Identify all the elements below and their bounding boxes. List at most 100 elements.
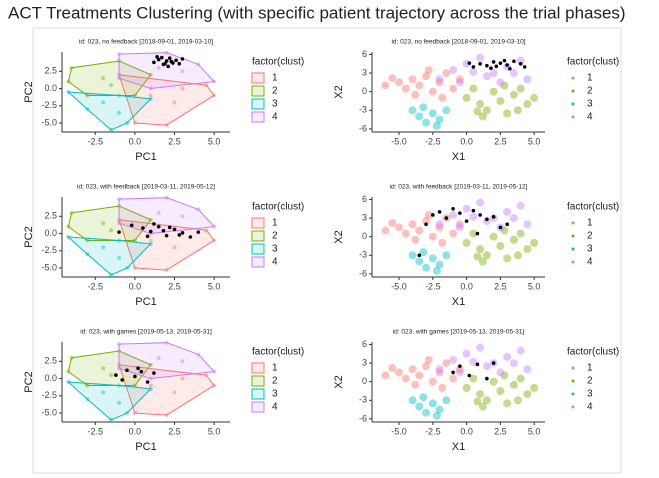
legend-key	[571, 392, 575, 396]
cluster-point	[496, 386, 505, 395]
cluster-point	[435, 260, 444, 269]
cluster-point	[449, 210, 458, 219]
cluster-point	[428, 254, 437, 263]
patient-point	[136, 366, 140, 371]
legend-title: factor(clust)	[252, 202, 304, 213]
cluster-point	[66, 90, 71, 94]
cluster-point	[109, 228, 114, 233]
cluster-point	[180, 376, 185, 381]
x-tick-label: 5.0	[528, 281, 541, 291]
patient-point	[145, 234, 150, 239]
legend-label: 2	[587, 86, 593, 97]
cluster-hull	[67, 205, 152, 241]
cluster-point	[442, 251, 451, 260]
cluster-point	[503, 254, 512, 263]
patient-point	[133, 374, 137, 379]
x-axis-label: PC1	[135, 441, 156, 453]
legend-label: 3	[272, 244, 278, 255]
cluster-point	[164, 123, 169, 128]
cluster-point	[101, 76, 106, 81]
cluster-point	[101, 221, 106, 226]
cluster-point	[117, 76, 122, 81]
chart-subtitle: id: 023, with games [2019-05-13, 2019-05…	[393, 329, 525, 336]
cluster-point	[401, 84, 410, 93]
cluster-point	[442, 396, 451, 405]
cluster-point	[432, 266, 441, 275]
cluster-point	[478, 112, 487, 121]
legend-label: 4	[587, 112, 593, 123]
x-tick-label: -5.0	[391, 281, 407, 291]
y-axis-label: X2	[333, 85, 345, 98]
y-tick-label: 2.5	[44, 356, 57, 366]
cluster-point	[496, 241, 505, 250]
cluster-point	[523, 100, 532, 109]
y-tick-label: -6	[359, 268, 367, 278]
patient-point	[489, 66, 493, 70]
legend-key	[251, 217, 265, 229]
x-axis-label: PC1	[135, 151, 156, 163]
patient-point	[431, 213, 435, 217]
patient-point	[505, 222, 509, 227]
cluster-point	[196, 352, 201, 357]
cluster-point	[85, 107, 90, 112]
cluster-point	[156, 355, 161, 360]
chart-subtitle: id: 023, with feedback [2019-03-11, 2019…	[390, 184, 528, 191]
cluster-point	[516, 346, 525, 355]
legend-key	[571, 366, 575, 370]
cluster-point	[66, 369, 71, 374]
cluster-point	[419, 103, 428, 112]
patient-point	[467, 61, 472, 65]
cluster-point	[101, 390, 106, 395]
cluster-point	[109, 127, 114, 132]
x-tick-label: 5.0	[528, 426, 541, 436]
patient-point	[505, 63, 509, 67]
cluster-point	[156, 210, 161, 215]
cluster-point	[462, 383, 471, 392]
cluster-point	[489, 377, 498, 386]
patient-point	[152, 371, 156, 375]
x-tick-label: 2.5	[168, 426, 181, 436]
cluster-point	[101, 366, 106, 371]
cluster-point	[117, 93, 122, 98]
cluster-hull	[66, 381, 152, 421]
cluster-point	[482, 362, 491, 371]
cluster-point	[415, 81, 424, 90]
patient-point	[145, 380, 150, 384]
cluster-point	[66, 235, 71, 239]
y-axis-label: PC2	[23, 226, 35, 247]
cluster-hull	[118, 219, 215, 271]
cluster-point	[109, 417, 114, 422]
legend-label: 3	[587, 389, 593, 400]
cluster-point	[496, 96, 505, 105]
patient-point	[177, 233, 182, 237]
x-tick-label: -2.5	[88, 426, 104, 436]
cluster-hull	[118, 364, 215, 416]
patient-point	[172, 227, 177, 232]
y-tick-label: 6	[362, 339, 367, 349]
cluster-point	[482, 72, 491, 81]
legend-title: factor(clust)	[567, 202, 619, 213]
cluster-point	[117, 342, 122, 347]
chart-subtitle: id: 023, with games [2019-05-13, 2019-05…	[80, 329, 212, 336]
y-tick-label: 0.0	[44, 83, 57, 93]
legend-label: 4	[587, 402, 593, 413]
x-tick-label: 0.0	[460, 281, 473, 291]
x-tick-label: -2.5	[425, 281, 441, 291]
patient-point	[478, 61, 482, 66]
patient-point	[494, 64, 499, 69]
cluster-point	[164, 413, 169, 418]
x-axis-label: X1	[452, 151, 465, 163]
legend-label: 1	[272, 363, 278, 374]
cluster-point	[496, 78, 505, 87]
cluster-point	[148, 383, 153, 388]
x-tick-label: -2.5	[425, 136, 441, 146]
y-tick-label: 2.5	[44, 211, 57, 221]
patient-point	[458, 211, 462, 215]
patient-point	[166, 64, 170, 69]
y-tick-label: -2.5	[41, 100, 57, 110]
cluster-point	[513, 396, 522, 405]
y-tick-label: -2.5	[41, 245, 57, 255]
legend-key	[251, 230, 265, 242]
y-tick-label: -3	[359, 395, 367, 405]
cluster-point	[124, 411, 129, 416]
